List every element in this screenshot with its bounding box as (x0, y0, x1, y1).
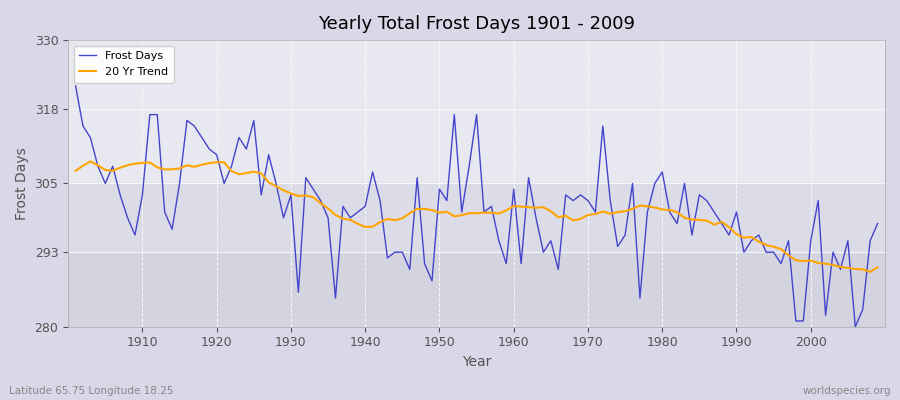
Frost Days (508, 187, 519, 192)
20 Yr Trend (301, 193, 311, 198)
20 Yr Trend (508, 204, 519, 208)
Bar (68, 184, 885, 252)
Frost Days (501, 261, 512, 266)
Y-axis label: Frost Days: Frost Days (15, 147, 29, 220)
Frost Days (338, 204, 348, 209)
Frost Days (293, 290, 304, 295)
20 Yr Trend (872, 265, 883, 270)
Frost Days (598, 124, 608, 128)
Line: 20 Yr Trend: 20 Yr Trend (76, 162, 878, 272)
20 Yr Trend (865, 269, 876, 274)
20 Yr Trend (85, 159, 95, 164)
Frost Days (130, 233, 140, 238)
Frost Days (70, 84, 81, 88)
20 Yr Trend (345, 218, 356, 222)
Line: Frost Days: Frost Days (76, 86, 878, 327)
Frost Days (850, 324, 860, 329)
Text: worldspecies.org: worldspecies.org (803, 386, 891, 396)
20 Yr Trend (137, 160, 148, 165)
Bar (68, 252, 885, 327)
Title: Yearly Total Frost Days 1901 - 2009: Yearly Total Frost Days 1901 - 2009 (318, 15, 635, 33)
Frost Days (872, 221, 883, 226)
20 Yr Trend (605, 211, 616, 216)
20 Yr Trend (70, 168, 81, 173)
Text: Latitude 65.75 Longitude 18.25: Latitude 65.75 Longitude 18.25 (9, 386, 174, 396)
20 Yr Trend (516, 204, 526, 209)
Legend: Frost Days, 20 Yr Trend: Frost Days, 20 Yr Trend (74, 46, 174, 82)
X-axis label: Year: Year (462, 355, 491, 369)
